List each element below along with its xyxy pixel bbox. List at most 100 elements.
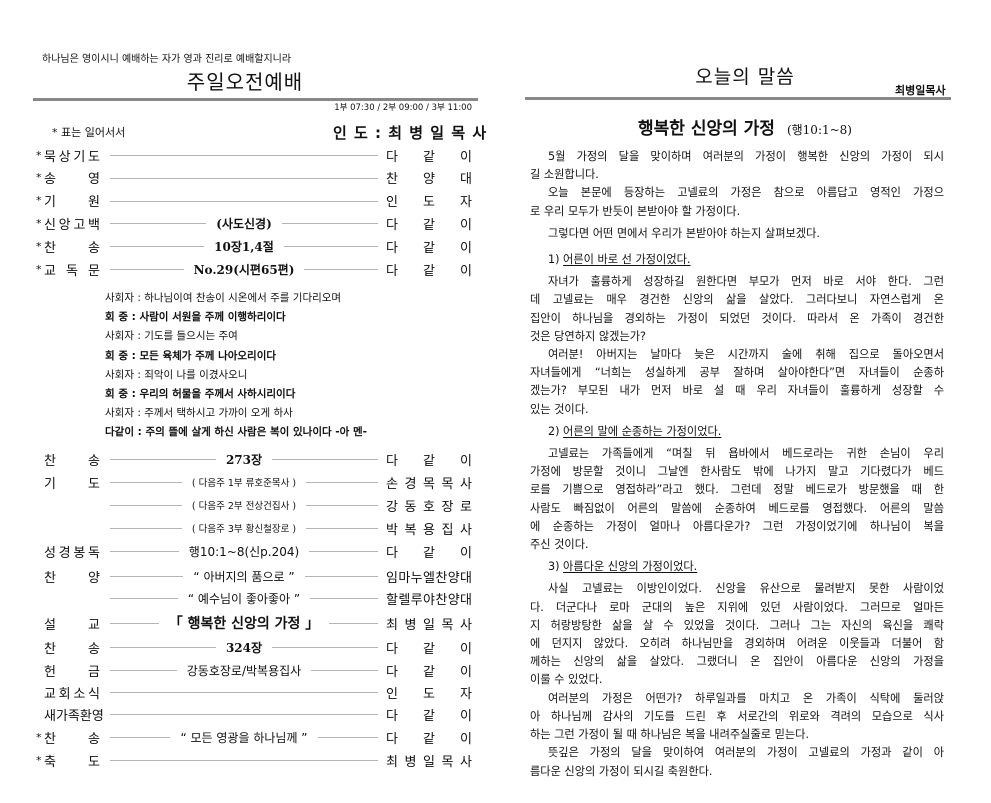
order-item-label-box: 기도 (44, 473, 100, 492)
order-row: 새가족환영 다같이 (36, 704, 472, 724)
order-item-label-box: 새가족환영 (44, 705, 104, 724)
sermon-paragraph: 5월 가정의 달을 맞이하며 여러분의 가정이 행복한 신앙의 가정이 되시 길 … (530, 148, 944, 184)
leader-line: (사도신경) (110, 213, 378, 233)
sermon-divider (525, 97, 951, 100)
paragraph-line: 이룰 수 있었다. (530, 673, 603, 687)
sermon-title: 행복한 신앙의 가정 (행10:1~8) (525, 114, 965, 139)
spacer (530, 243, 944, 247)
paragraph-line: 아 하나님께 감사의 기도를 드린 후 서로간의 위로와 격려의 모습으로 식사 (530, 709, 944, 723)
order-item-person-box: 다같이 (386, 146, 472, 165)
paragraph-line: 주신 것이다. (530, 538, 589, 552)
order-item-person-box: 인도자 (386, 683, 472, 702)
leader-line: No.29(시편65편) (110, 259, 378, 279)
paragraph-line: 름다운 신앙의 가정이 되시길 축원한다. (530, 764, 713, 778)
responsive-line: 사회자 : 기도를 들으시는 주여 (105, 330, 238, 343)
order-item-label: 성경봉독 (44, 545, 103, 561)
sermon-title-text: 행복한 신앙의 가정 (637, 119, 775, 139)
order-row: ( 다음주 3부 황신철장로 ) 박복용집사 (36, 518, 472, 538)
order-item-person: 다같이 (386, 731, 498, 747)
point-title: 어른이 바로 선 가정이었다. (563, 253, 691, 267)
order-row: * 기원 인도자 (36, 191, 472, 211)
order-item-person: 다같이 (386, 708, 498, 724)
order-row: 찬송 273장 다같이 (36, 449, 472, 469)
order-item-label: 축도 (44, 754, 133, 770)
order-item-label: 찬양 (44, 570, 133, 586)
responsive-line: 다같이 : 주의 뜰에 살게 하신 사람은 복이 있나이다 -아 멘- (105, 426, 367, 439)
leader-line: 강동호장로/박복용집사 (110, 660, 378, 680)
order-row: * 교독문 No.29(시편65편) 다같이 (36, 259, 472, 279)
order-item-person: 다같이 (386, 149, 498, 165)
order-item-person: 임마누엘찬양대 (386, 570, 473, 586)
point-number: 3) (548, 560, 560, 574)
motto-verse: 하나님은 영이시니 예배하는 자가 영과 진리로 예배할지니라 (42, 54, 292, 65)
paragraph-line: 길 소원합니다. (530, 168, 599, 182)
standing-mark: * (36, 753, 42, 767)
paragraph-line: 가정에 방문할 것이니 그날엔 한사람도 밖에 나가지 말고 기다렸다가 베드 (530, 465, 944, 479)
order-item-label-box: 헌금 (44, 661, 100, 680)
order-item-person-box: 할렐루야찬양대 (386, 589, 472, 608)
leader-line: “ 아버지의 품으로 ” (110, 566, 378, 586)
paragraph-line: 에 순종하는 가정이 얼마나 아름다운가? 그런 가정이었기에 하나님이 복을 (530, 519, 944, 533)
order-item-person-box: 최병일목사 (386, 751, 472, 770)
order-item-person-box: 임마누엘찬양대 (386, 567, 472, 586)
order-row: ( 다음주 2부 전상건집사 ) 강동호장로 (36, 495, 472, 515)
order-item-person: 다같이 (386, 641, 498, 657)
standing-mark: * (36, 239, 42, 253)
paragraph-line: 사람도 빠짐없이 어른의 말씀에 순종하여 베드로를 영접했다. 어른의 말씀 (530, 501, 944, 515)
sermon-section-title: 오늘의 말씀 (695, 66, 795, 88)
order-item-person-box: 찬양대 (386, 168, 472, 187)
spacer (530, 781, 944, 785)
order-item-label: 찬송 (44, 641, 133, 657)
order-item-label-box: 교독문 (44, 260, 100, 279)
point-title: 어른의 말에 순종하는 가정이었다. (563, 424, 722, 438)
order-item-person: 최병일목사 (386, 617, 479, 633)
order-item-person: 다같이 (386, 240, 498, 256)
order-item-person-box: 다같이 (386, 237, 472, 256)
paragraph-line: 고넬료는 가족들에게 “며칠 뒤 욥바에서 베드로라는 귀한 손님이 우리 (548, 447, 944, 461)
order-item-detail: 강동호장로/박복용집사 (176, 661, 312, 679)
paragraph-line: 로 우리 모두가 반듯이 본받아야 할 가정이다. (530, 204, 741, 218)
paragraph-line: 겠는가? 부모된 내가 먼저 바로 설 때 우리 자녀들이 훌륭하게 성장할 수 (530, 384, 944, 398)
leader-line (110, 191, 378, 211)
paragraph-line: 다. 더군다나 로마 군대의 높은 지위에 있던 사람이었다. 그러므로 얼마든 (530, 600, 944, 614)
leader-line: ( 다음주 2부 전상건집사 ) (110, 495, 378, 515)
leader-line: “ 예수님이 좋아좋아 ” (110, 588, 378, 608)
paragraph-line: 것은 당연하지 않겠는가? (530, 329, 646, 343)
order-item-label: 설교 (44, 617, 133, 633)
leader-line: ( 다음주 3부 황신철장로 ) (110, 518, 378, 538)
order-item-label: 교회소식 (44, 686, 103, 702)
paragraph-line: 여러분의 가정은 어떤가? 하루일과를 마치고 온 가족이 식탁에 둘러앉 (548, 691, 944, 705)
order-item-person-box: 최병일목사 (386, 614, 472, 633)
leader-line (110, 145, 378, 165)
responsive-line: 사회자 : 죄악이 나를 이겼사오니 (105, 368, 248, 381)
order-item-label-box: 축도 (44, 751, 100, 770)
order-item-person-box: 다같이 (386, 450, 472, 469)
leader-line: ( 다음주 1부 류호준목사 ) (110, 472, 378, 492)
point-title: 아름다운 신앙의 가정이었다. (563, 560, 698, 574)
order-item-label: 교독문 (44, 263, 111, 279)
paragraph-line: 에 던지지 않았다. 오히려 하나님만을 경외하며 어려운 이웃들과 더불어 함 (530, 637, 944, 651)
order-item-label: 신앙고백 (44, 217, 103, 233)
order-row: 설교 「 행복한 신앙의 가정 」 최병일목사 (36, 613, 472, 633)
order-item-label: 기원 (44, 195, 133, 211)
title-divider (33, 98, 478, 101)
order-item-label-box: 찬송 (44, 638, 100, 657)
sermon-point-heading: 3) 아름다운 신앙의 가정이었다. (530, 558, 944, 576)
order-item-label-box: 찬양 (44, 567, 100, 586)
order-item-label-box: 찬송 (44, 237, 100, 256)
order-item-detail: ( 다음주 3부 황신철장로 ) (181, 521, 307, 535)
order-row: * 신앙고백 (사도신경) 다같이 (36, 213, 472, 233)
order-item-label-box: 기원 (44, 191, 100, 210)
paragraph-line: 오늘 본문에 등장하는 고넬료의 가정은 참으로 아름답고 영적인 가정으 (548, 186, 944, 200)
order-item-detail: ( 다음주 1부 류호준목사 ) (181, 475, 307, 489)
sermon-paragraph: 사실 고넬료는 이방인이었다. 신앙을 유산으로 물려받지 못한 사람이었 다. … (530, 580, 944, 689)
responsive-line: 사회자 : 하나님이여 찬송이 시온에서 주를 기다리오며 (105, 292, 342, 304)
paragraph-line: 있는 것이다. (530, 402, 589, 416)
order-item-detail: ( 다음주 2부 전상건집사 ) (181, 498, 307, 512)
order-row: 성경봉독 행10:1~8(신p.204) 다같이 (36, 541, 472, 561)
order-item-detail: “ 아버지의 품으로 ” (183, 567, 305, 585)
order-item-label: 묵상기도 (44, 149, 103, 165)
order-item-person-box: 강동호장로 (386, 496, 472, 515)
